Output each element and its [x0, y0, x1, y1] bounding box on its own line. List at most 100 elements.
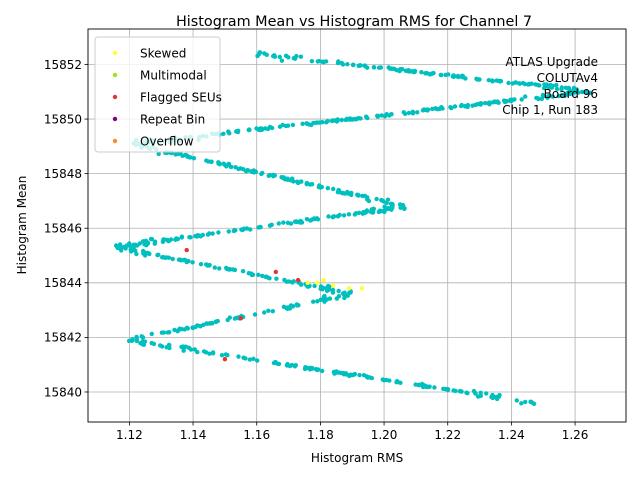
- legend-label: Repeat Bin: [140, 112, 205, 126]
- plot-frame: [87, 28, 627, 423]
- main-data-point: [363, 63, 368, 69]
- main-data-point: [331, 186, 336, 192]
- main-data-point: [219, 353, 225, 358]
- main-data-point: [519, 401, 524, 406]
- legend-marker: [112, 94, 118, 100]
- legend-marker: [112, 138, 118, 144]
- main-data-point: [402, 111, 408, 117]
- main-data-point: [258, 50, 263, 55]
- main-data-point: [297, 219, 303, 225]
- x-axis-ticks: 1.12 1.14 1.16 1.18 1.20 1.22 1.24 1.26: [116, 422, 588, 442]
- main-data-point: [338, 370, 344, 376]
- main-data-point: [356, 192, 361, 198]
- main-data-point: [156, 252, 161, 257]
- main-data-point: [290, 279, 295, 285]
- main-data-point: [298, 54, 304, 59]
- annotation-line: Board 96: [544, 87, 598, 101]
- main-data-point: [329, 118, 335, 124]
- main-data-point: [402, 206, 407, 211]
- y-tick-label: 15844: [44, 276, 82, 290]
- main-data-point: [306, 122, 311, 127]
- main-data-point: [371, 209, 376, 214]
- main-data-point: [177, 326, 182, 331]
- main-data-point: [243, 169, 249, 174]
- main-data-point: [285, 361, 290, 367]
- main-data-point: [174, 236, 179, 241]
- main-data-point: [247, 127, 252, 133]
- main-data-point: [260, 273, 265, 279]
- main-data-point: [458, 103, 464, 109]
- main-data-point: [438, 72, 443, 78]
- main-data-point: [362, 210, 368, 215]
- main-data-point: [288, 303, 294, 308]
- main-data-point: [181, 348, 186, 353]
- main-data-point: [523, 399, 528, 405]
- main-data-point: [266, 173, 271, 178]
- main-data-point: [185, 326, 190, 331]
- main-data-point: [172, 327, 177, 333]
- main-data-point: [334, 119, 340, 124]
- main-data-point: [210, 231, 215, 236]
- main-data-point: [117, 242, 123, 247]
- main-data-point: [394, 380, 399, 385]
- main-data-point: [522, 81, 528, 87]
- main-data-point: [320, 120, 325, 125]
- main-data-point: [137, 241, 142, 246]
- main-data-point: [429, 71, 434, 77]
- main-data-point: [400, 202, 405, 208]
- main-data-point: [313, 367, 319, 372]
- main-data-point: [133, 248, 138, 253]
- main-data-point: [186, 258, 191, 264]
- main-data-point: [389, 207, 394, 212]
- main-data-point: [419, 70, 424, 75]
- x-tick-label: 1.20: [371, 428, 398, 442]
- main-data-point: [142, 253, 148, 258]
- main-data-point: [304, 365, 310, 371]
- main-data-point: [276, 221, 281, 226]
- main-data-point: [151, 341, 157, 347]
- main-data-point: [535, 82, 540, 88]
- y-axis-ticks: 15840 15842 15844 15846 15848 15850 15852: [44, 58, 88, 399]
- main-data-point: [478, 101, 483, 106]
- main-data-point: [182, 257, 188, 262]
- main-data-point: [179, 234, 185, 239]
- main-data-point: [342, 295, 347, 301]
- main-data-point: [432, 385, 437, 390]
- main-data-point: [148, 236, 154, 242]
- main-data-point: [433, 106, 438, 111]
- annotation-line: Chip 1, Run 183: [502, 103, 598, 117]
- annotation-line: ATLAS Upgrade: [505, 55, 598, 69]
- main-data-point: [206, 159, 211, 164]
- main-data-point: [565, 91, 570, 96]
- main-data-point: [517, 81, 522, 86]
- main-data-point: [340, 62, 346, 67]
- main-data-point: [227, 315, 232, 320]
- main-data-point: [283, 53, 289, 58]
- main-data-point: [194, 234, 200, 239]
- flag-point-flagged-seus: [238, 316, 243, 321]
- main-data-point: [528, 399, 533, 404]
- main-data-point: [281, 304, 287, 309]
- main-data-point: [241, 355, 246, 360]
- main-data-point: [502, 99, 508, 105]
- main-data-point: [152, 241, 157, 246]
- main-data-point: [223, 352, 228, 357]
- main-data-point: [168, 237, 174, 242]
- run-annotation: ATLAS Upgrade COLUTAv4 Board 96 Chip 1, Run…: [502, 55, 598, 117]
- main-data-point: [510, 97, 515, 103]
- main-data-point: [217, 266, 222, 271]
- main-data-point: [344, 116, 349, 122]
- main-data-point: [127, 241, 132, 246]
- main-data-point: [449, 105, 454, 111]
- main-data-point: [330, 214, 336, 220]
- main-data-point: [388, 201, 394, 206]
- x-tick-label: 1.18: [307, 428, 334, 442]
- main-data-point: [430, 106, 435, 112]
- main-data-point: [536, 96, 541, 101]
- main-data-point: [271, 53, 276, 59]
- main-data-point: [542, 85, 547, 91]
- main-data-point: [376, 65, 382, 70]
- main-data-point: [423, 71, 428, 76]
- main-data-point: [470, 103, 475, 108]
